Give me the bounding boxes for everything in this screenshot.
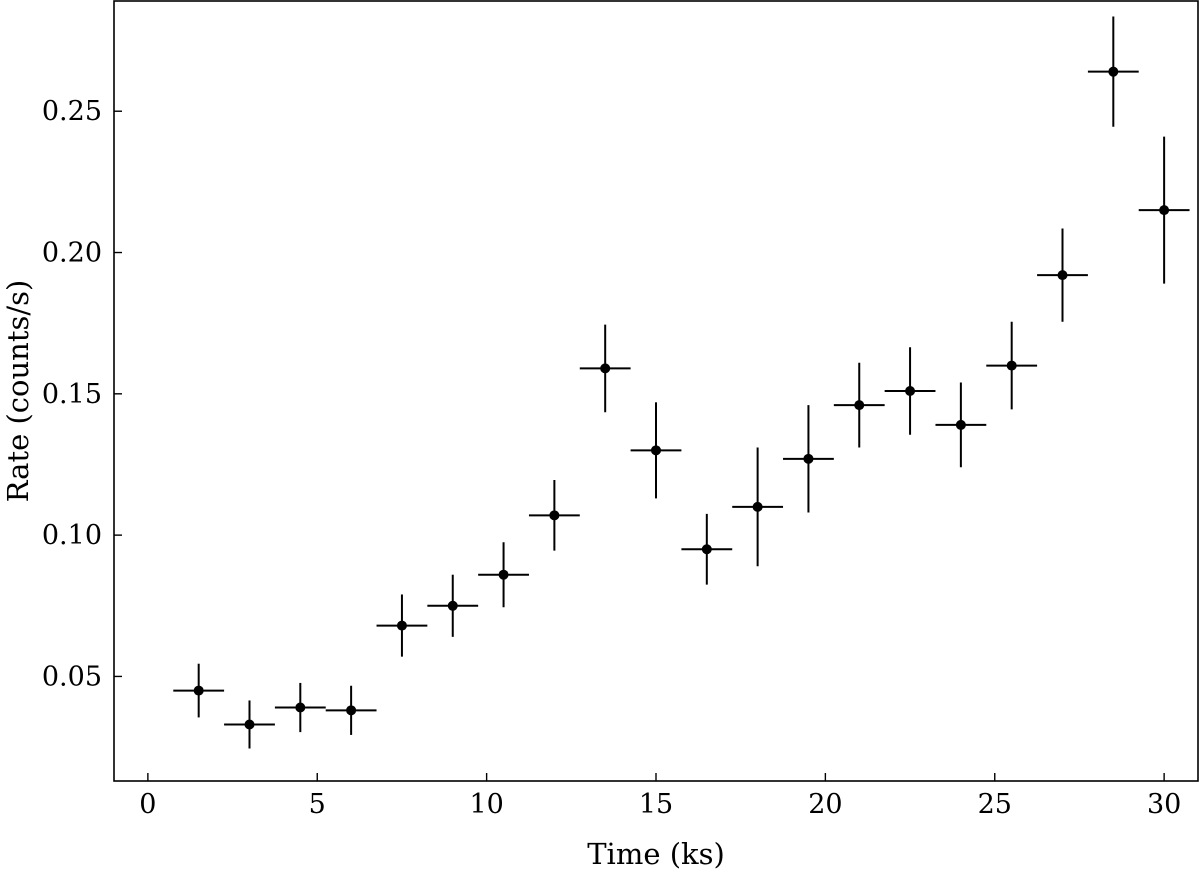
data-point (803, 453, 814, 464)
y-tick-label: 0.20 (42, 238, 102, 269)
data-point (1006, 360, 1017, 371)
data-point (1108, 66, 1119, 77)
data-point (396, 620, 407, 631)
data-point (701, 544, 712, 555)
data-point (1159, 205, 1170, 216)
x-tick-label: 5 (309, 789, 326, 820)
data-point (905, 386, 916, 396)
data-point (447, 600, 458, 611)
x-tick-label: 0 (139, 789, 156, 820)
ticks: 0 5 10 15 20 25 30 0.05 0.10 0.15 0.20 0.25 (42, 96, 1181, 820)
y-tick-label: 0.05 (42, 661, 102, 692)
x-tick-label: 20 (808, 789, 842, 820)
data-point (854, 400, 865, 411)
data-point (600, 363, 611, 374)
x-tick-label: 25 (978, 789, 1012, 820)
data-point (498, 569, 509, 580)
data-point (244, 719, 255, 730)
data-point (549, 510, 560, 521)
data-point (955, 419, 966, 430)
error-bars (173, 16, 1190, 749)
plot-frame (113, 0, 1199, 782)
x-tick-label: 10 (469, 789, 503, 820)
data-point (651, 445, 661, 456)
data-point (193, 685, 204, 696)
x-tick-label: 30 (1147, 789, 1181, 820)
y-tick-label: 0.25 (42, 96, 102, 127)
y-tick-label: 0.15 (42, 379, 102, 410)
y-tick-label: 0.10 (42, 520, 102, 551)
x-axis-label: Time (ks) (587, 837, 725, 871)
y-axis-label: Rate (counts/s) (1, 280, 35, 503)
x-tick-label: 15 (639, 789, 673, 820)
data-points (193, 66, 1170, 730)
data-point (752, 501, 763, 512)
data-point (1057, 270, 1068, 281)
data-point (346, 705, 357, 716)
data-point (295, 702, 306, 713)
